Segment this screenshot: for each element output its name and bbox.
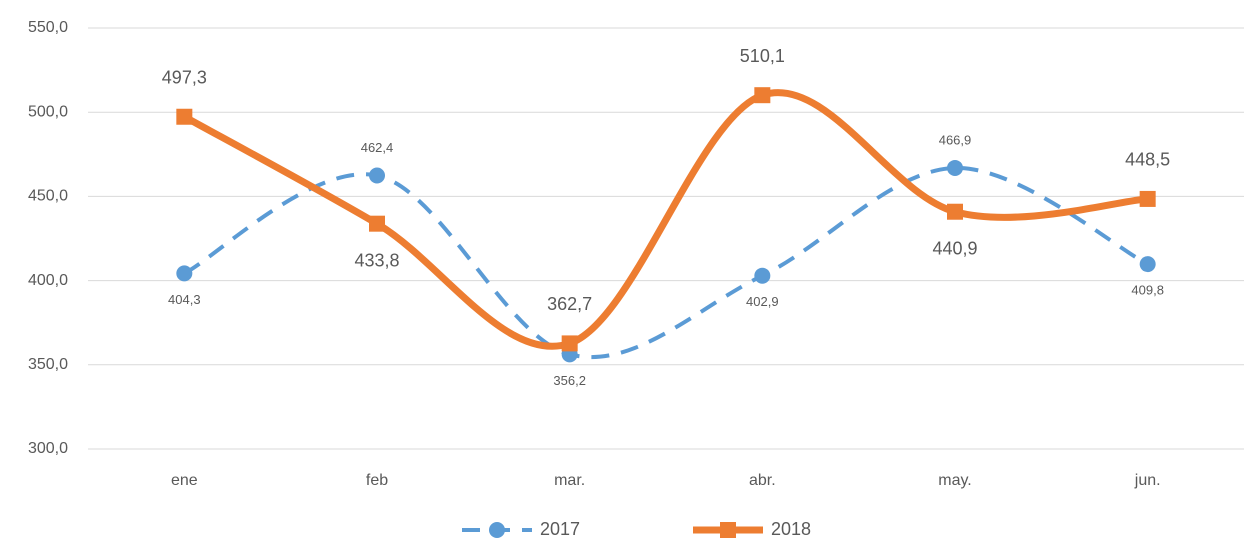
x-tick-label: ene	[171, 472, 198, 489]
series-line	[183, 165, 1149, 360]
y-tick-label: 450,0	[28, 188, 68, 205]
data-label: 448,5	[1125, 150, 1170, 170]
data-label: 440,9	[932, 238, 977, 258]
y-tick-label: 500,0	[28, 103, 68, 120]
legend-marker	[489, 522, 505, 538]
legend-marker	[720, 522, 736, 538]
y-tick-label: 550,0	[28, 19, 68, 36]
data-label: 462,4	[361, 140, 394, 155]
point-marker	[176, 108, 193, 125]
data-label: 362,7	[547, 294, 592, 314]
series-line	[182, 89, 1148, 350]
x-tick-label: mar.	[554, 472, 585, 489]
point-marker	[754, 87, 771, 104]
point-marker	[369, 215, 385, 232]
point-marker	[754, 267, 771, 284]
x-tick-label: jun.	[1134, 472, 1161, 489]
data-label: 510,1	[740, 46, 785, 66]
point-marker	[1139, 190, 1156, 207]
legend-label: 2018	[771, 519, 811, 539]
data-label: 497,3	[162, 67, 207, 87]
point-marker	[947, 159, 963, 176]
x-tick-label: abr.	[749, 472, 776, 489]
point-marker	[369, 167, 385, 184]
data-label: 433,8	[354, 250, 399, 270]
y-tick-label: 350,0	[28, 356, 68, 373]
data-label: 402,9	[746, 294, 779, 309]
point-marker	[561, 335, 578, 352]
point-marker	[947, 203, 963, 220]
data-label: 356,2	[553, 373, 586, 388]
x-tick-label: feb	[366, 472, 388, 489]
y-tick-label: 300,0	[28, 440, 68, 457]
y-tick-label: 400,0	[28, 272, 68, 289]
x-tick-label: may.	[938, 472, 971, 489]
data-label: 409,8	[1131, 283, 1164, 298]
data-label: 404,3	[168, 292, 201, 307]
point-marker	[176, 265, 193, 282]
data-label: 466,9	[939, 132, 972, 147]
legend-label: 2017	[540, 519, 580, 539]
point-marker	[1139, 256, 1156, 273]
